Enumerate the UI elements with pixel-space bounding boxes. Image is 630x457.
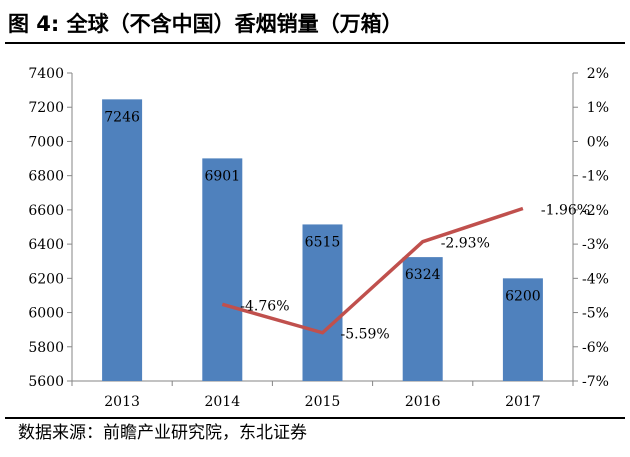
bar-label-2017: 6200	[505, 288, 541, 304]
y-right-tick-label: -3%	[582, 237, 609, 253]
bar-label-2015: 6515	[305, 234, 341, 250]
x-tick-label: 2013	[104, 394, 140, 410]
bar-2015	[302, 224, 343, 381]
bar-label-2016: 6324	[405, 267, 441, 283]
y-right-tick-label: -4%	[582, 271, 609, 287]
y-left-tick-label: 5600	[28, 374, 64, 390]
x-tick-label: 2016	[405, 394, 441, 410]
bar-2014	[202, 158, 243, 381]
title-rule	[5, 42, 625, 44]
y-left-tick-label: 5800	[28, 340, 64, 356]
bar-2017	[502, 278, 543, 381]
y-right-tick-label: -1%	[582, 169, 609, 185]
y-left-tick-label: 7200	[28, 100, 64, 116]
source-note: 数据来源：前瞻产业研究院，东北证券	[18, 423, 307, 443]
line-label-2016: -2.93%	[441, 236, 490, 252]
growth-line	[221, 206, 524, 335]
y-right-tick-label: -6%	[582, 340, 609, 356]
bar-label-2014: 6901	[204, 168, 240, 184]
line-label-2017: -1.96%	[541, 203, 590, 219]
x-tick-label: 2014	[204, 394, 240, 410]
y-left-tick-label: 7400	[28, 66, 64, 82]
bar-line-chart: 7400 7200 7000 6800 6600 6400 6200 6000 5800 5600…	[28, 66, 609, 410]
bar-label-2013: 7246	[104, 109, 140, 125]
y-right-tick-label: -2%	[582, 203, 609, 219]
y-right-tick-label: -7%	[582, 374, 609, 390]
y-left-tick-label: 6800	[28, 169, 64, 185]
chart-title: 图 4: 全球（不含中国）香烟销量（万箱）	[8, 12, 403, 36]
y-left-tick-label: 7000	[28, 134, 64, 150]
source-rule	[5, 417, 625, 419]
y-right-tick-label: 1%	[587, 100, 609, 116]
bar-2013	[102, 99, 143, 382]
bar-2016	[402, 257, 443, 381]
x-tick-label: 2017	[505, 394, 541, 410]
x-tick-label: 2015	[305, 394, 341, 410]
line-label-2014: -4.76%	[240, 298, 289, 314]
y-right-tick-label: 0%	[587, 134, 609, 150]
y-left-tick-label: 6400	[28, 237, 64, 253]
y-left-tick-label: 6200	[28, 271, 64, 287]
line-label-2015: -5.59%	[341, 327, 390, 343]
y-left-tick-label: 6000	[28, 306, 64, 322]
y-left-tick-label: 6600	[28, 203, 64, 219]
y-right-tick-label: -5%	[582, 306, 609, 322]
y-right-tick-label: 2%	[587, 66, 609, 82]
